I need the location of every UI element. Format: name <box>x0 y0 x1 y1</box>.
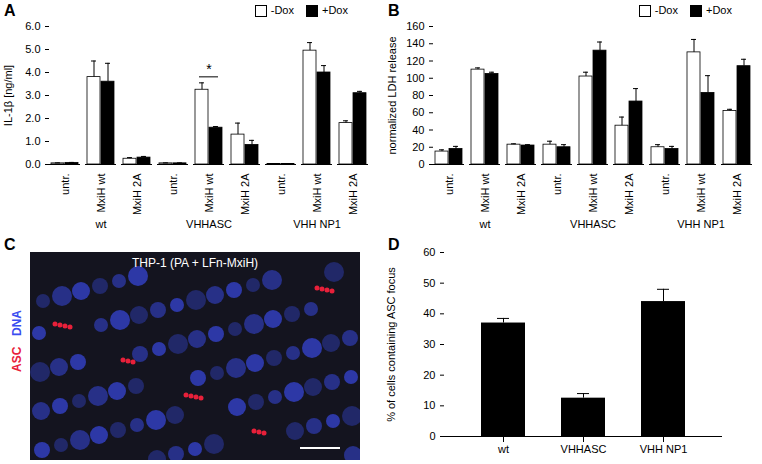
html-text:THP-1 (PA + LFn-MxiH): THP-1 (PA + LFn-MxiH) <box>131 256 259 270</box>
html-text:DNA: DNA <box>10 310 24 336</box>
svg-text:IL-1β [ng/ml]: IL-1β [ng/ml] <box>2 65 14 126</box>
svg-text:*: * <box>206 61 212 77</box>
svg-text:6.0: 6.0 <box>25 20 40 32</box>
svg-text:untr.: untr. <box>551 174 563 195</box>
svg-text:3.0: 3.0 <box>25 89 40 101</box>
svg-text:0.0: 0.0 <box>25 158 40 170</box>
svg-text:MxiH 2A: MxiH 2A <box>515 173 527 215</box>
html-text:C: C <box>4 236 16 253</box>
svg-text:VHH NP1: VHH NP1 <box>640 443 688 455</box>
html-text:ASC: ASC <box>10 346 24 372</box>
html-text:-Dox: -Dox <box>654 4 678 16</box>
svg-text:60: 60 <box>423 246 435 258</box>
html-text:D: D <box>388 236 400 253</box>
svg-text:MxiH wt: MxiH wt <box>587 174 599 213</box>
svg-text:wt: wt <box>479 218 491 230</box>
svg-text:50: 50 <box>423 277 435 289</box>
svg-text:140: 140 <box>406 37 424 49</box>
svg-text:MxiH 2A: MxiH 2A <box>347 173 359 215</box>
svg-text:0: 0 <box>429 430 435 442</box>
svg-text:untr.: untr. <box>275 174 287 195</box>
html-text:+Dox: +Dox <box>322 4 348 16</box>
svg-text:5.0: 5.0 <box>25 43 40 55</box>
svg-text:VHHASC: VHHASC <box>186 218 232 230</box>
svg-text:MxiH wt: MxiH wt <box>95 174 107 213</box>
svg-text:80: 80 <box>412 89 424 101</box>
svg-text:VHH NP1: VHH NP1 <box>677 218 725 230</box>
svg-text:% of cells containing ASC focu: % of cells containing ASC focus <box>385 267 397 422</box>
svg-text:untr.: untr. <box>659 174 671 195</box>
svg-text:normalized LDH release: normalized LDH release <box>386 37 398 155</box>
svg-text:160: 160 <box>406 20 424 32</box>
svg-text:untr.: untr. <box>167 174 179 195</box>
html-text:+Dox: +Dox <box>706 4 732 16</box>
svg-text:wt: wt <box>497 443 509 455</box>
svg-text:MxiH wt: MxiH wt <box>479 174 491 213</box>
svg-text:MxiH 2A: MxiH 2A <box>131 173 143 215</box>
html-text:-Dox: -Dox <box>270 4 294 16</box>
svg-text:40: 40 <box>412 124 424 136</box>
svg-text:100: 100 <box>406 72 424 84</box>
svg-text:40: 40 <box>423 307 435 319</box>
svg-text:20: 20 <box>423 369 435 381</box>
html-text:A: A <box>4 2 16 19</box>
svg-text:MxiH 2A: MxiH 2A <box>623 173 635 215</box>
svg-text:MxiH wt: MxiH wt <box>695 174 707 213</box>
svg-text:60: 60 <box>412 106 424 118</box>
svg-text:MxiH 2A: MxiH 2A <box>731 173 743 215</box>
svg-text:MxiH wt: MxiH wt <box>311 174 323 213</box>
svg-text:120: 120 <box>406 55 424 67</box>
svg-text:1.0: 1.0 <box>25 135 40 147</box>
svg-text:untr.: untr. <box>59 174 71 195</box>
html-text:B: B <box>388 2 400 19</box>
svg-text:untr.: untr. <box>443 174 455 195</box>
svg-text:wt: wt <box>95 218 107 230</box>
svg-text:30: 30 <box>423 338 435 350</box>
svg-text:0: 0 <box>418 158 424 170</box>
svg-text:10: 10 <box>423 399 435 411</box>
svg-text:VHHASC: VHHASC <box>570 218 616 230</box>
svg-text:MxiH 2A: MxiH 2A <box>239 173 251 215</box>
svg-text:2.0: 2.0 <box>25 112 40 124</box>
svg-text:20: 20 <box>412 141 424 153</box>
svg-text:MxiH wt: MxiH wt <box>203 174 215 213</box>
svg-text:4.0: 4.0 <box>25 66 40 78</box>
svg-text:VHH NP1: VHH NP1 <box>293 218 341 230</box>
svg-text:VHHASC: VHHASC <box>561 443 607 455</box>
